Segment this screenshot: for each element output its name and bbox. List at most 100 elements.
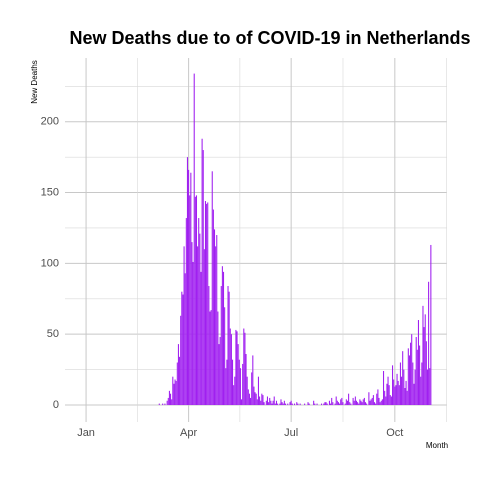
- bar: [430, 244, 432, 406]
- x-axis-title: Month: [426, 441, 448, 450]
- bar: [167, 397, 169, 406]
- bar: [168, 390, 170, 406]
- bar: [227, 286, 229, 406]
- x-tick-label: Apr: [180, 427, 197, 439]
- bar: [428, 281, 430, 406]
- bar: [341, 397, 343, 406]
- bar: [181, 291, 183, 406]
- bar: [183, 246, 185, 406]
- bar: [191, 242, 193, 406]
- bar: [203, 249, 205, 406]
- bar: [176, 362, 178, 406]
- bar: [251, 372, 253, 406]
- chart-title: New Deaths due to of COVID-19 in Netherl…: [69, 28, 470, 48]
- bar: [342, 402, 344, 406]
- bar: [357, 402, 359, 406]
- bar: [216, 235, 218, 406]
- bar: [220, 286, 222, 406]
- bar: [348, 393, 350, 406]
- y-tick-label: 150: [41, 186, 59, 198]
- bar: [354, 396, 356, 406]
- bar: [208, 286, 210, 406]
- bar: [369, 400, 371, 406]
- bar: [366, 403, 368, 406]
- bar: [350, 403, 352, 406]
- bar: [210, 310, 212, 406]
- y-axis-title: New Deaths: [30, 60, 39, 104]
- bar: [289, 402, 291, 406]
- bar: [174, 379, 176, 406]
- bar: [274, 403, 276, 406]
- bar: [217, 311, 219, 406]
- bar: [337, 402, 339, 406]
- bar: [255, 393, 257, 406]
- bar: [225, 368, 227, 406]
- bar: [248, 393, 250, 406]
- bar: [405, 380, 407, 406]
- bar: [385, 396, 387, 406]
- bar: [408, 355, 410, 406]
- bar: [257, 376, 259, 406]
- bar: [233, 385, 235, 406]
- y-tick-label: 0: [53, 399, 59, 411]
- bar: [395, 385, 397, 406]
- bar: [237, 344, 239, 406]
- bar: [275, 400, 278, 406]
- bar: [284, 403, 287, 406]
- bar: [344, 403, 346, 406]
- bar: [290, 400, 292, 406]
- bar: [313, 400, 315, 406]
- bar: [171, 399, 173, 406]
- x-tick-label: Jul: [284, 427, 298, 439]
- bar: [194, 196, 196, 406]
- bar: [402, 351, 404, 406]
- bar: [415, 337, 417, 406]
- bar: [370, 399, 372, 406]
- bar: [332, 402, 334, 406]
- bar: [421, 362, 423, 406]
- x-tick-label: Oct: [386, 427, 403, 439]
- bar: [265, 400, 267, 406]
- bar: [379, 402, 381, 406]
- bar: [334, 403, 336, 406]
- bar: [173, 383, 175, 406]
- bar: [330, 403, 332, 406]
- bar: [361, 402, 363, 406]
- bar: [235, 329, 237, 406]
- y-tick-label: 100: [41, 257, 59, 269]
- bar: [346, 400, 349, 406]
- bar: [242, 363, 244, 406]
- bar: [180, 315, 182, 406]
- bar: [307, 402, 309, 406]
- bar: [349, 402, 351, 406]
- bar: [224, 307, 226, 406]
- bar: [200, 271, 202, 406]
- bar: [407, 348, 409, 406]
- bar: [398, 385, 400, 406]
- bar: [363, 397, 365, 406]
- bar: [404, 388, 406, 406]
- bar: [386, 383, 388, 406]
- bar: [195, 195, 198, 406]
- bar: [413, 383, 415, 406]
- bar: [397, 380, 399, 406]
- bar: [323, 403, 325, 406]
- bar: [234, 376, 236, 406]
- y-tick-label: 200: [41, 116, 59, 128]
- bar: [226, 359, 228, 406]
- bar: [256, 399, 258, 406]
- bar: [172, 376, 174, 406]
- bar: [326, 403, 328, 406]
- bar: [231, 359, 234, 406]
- bar: [401, 376, 403, 406]
- bar: [201, 138, 203, 406]
- bar: [360, 400, 362, 406]
- bar: [345, 399, 347, 406]
- bar: [387, 376, 389, 406]
- bar: [280, 399, 282, 406]
- bar: [202, 150, 204, 406]
- bar: [170, 393, 172, 406]
- bar: [277, 403, 279, 406]
- bar: [371, 397, 373, 406]
